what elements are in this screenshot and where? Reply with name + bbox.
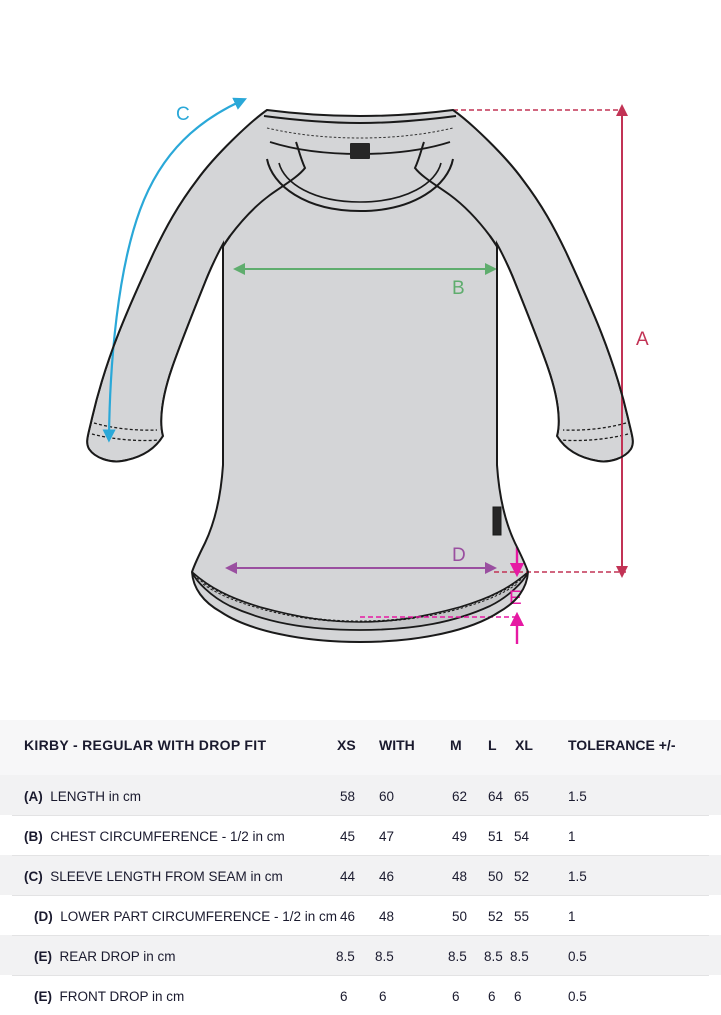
- svg-text:D: D: [452, 545, 466, 566]
- svg-text:B: B: [452, 278, 465, 299]
- svg-text:C: C: [176, 104, 190, 125]
- svg-text:A: A: [636, 329, 649, 350]
